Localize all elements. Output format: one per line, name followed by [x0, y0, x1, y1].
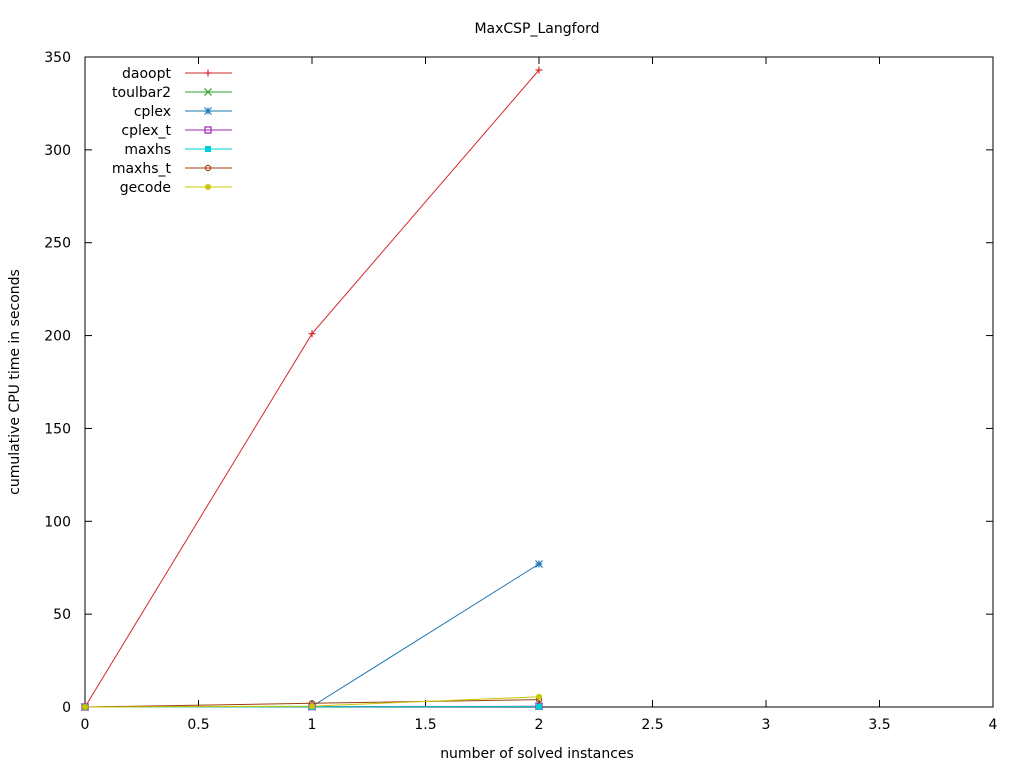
data-point-daoopt	[535, 66, 543, 74]
x-tick-label: 2	[535, 717, 544, 733]
x-axis-label: number of solved instances	[440, 746, 634, 762]
legend-label: cplex_t	[121, 123, 171, 139]
x-tick-label: 1	[308, 717, 317, 733]
x-tick-label: 4	[989, 717, 998, 733]
legend-marker-gecode	[205, 184, 211, 190]
y-tick-label: 100	[44, 514, 71, 530]
x-tick-label: 0.5	[187, 717, 209, 733]
data-point-maxhs	[536, 703, 542, 710]
data-point-gecode	[536, 693, 542, 700]
y-tick-label: 150	[44, 421, 71, 437]
x-tick-label: 1.5	[414, 717, 436, 733]
y-tick-label: 200	[44, 329, 71, 345]
data-point-daoopt	[308, 330, 316, 338]
y-tick-label: 250	[44, 236, 71, 252]
y-tick-label: 50	[53, 607, 71, 623]
x-tick-label: 0	[81, 717, 90, 733]
legend-marker-maxhs	[205, 146, 211, 152]
x-tick-label: 2.5	[641, 717, 663, 733]
y-tick-label: 0	[62, 700, 71, 716]
legend-label: cplex	[134, 104, 171, 120]
data-point-gecode	[309, 703, 315, 710]
legend-label: daoopt	[122, 66, 171, 82]
legend-marker-daoopt	[204, 69, 212, 77]
legend-label: toulbar2	[112, 85, 171, 101]
x-tick-label: 3.5	[868, 717, 890, 733]
plot-frame	[84, 56, 994, 708]
chart-title: MaxCSP_Langford	[474, 21, 599, 37]
legend-label: maxhs	[124, 142, 171, 158]
x-tick-label: 3	[762, 717, 771, 733]
data-point-gecode	[82, 704, 88, 710]
series-markers	[81, 66, 543, 711]
y-tick-label: 300	[44, 143, 71, 159]
legend-marker-toulbar2	[204, 88, 212, 96]
legend-marker-cplex	[204, 107, 212, 115]
data-point-cplex	[535, 560, 543, 568]
legend-label: gecode	[120, 180, 171, 196]
y-axis-label: cumulative CPU time in seconds	[7, 269, 23, 495]
axis-ticks: 0 0.5 1 1.5 2 2.5 3 3.5 4 0 50 100 150 200 250 300 350	[44, 50, 997, 733]
legend-label: maxhs_t	[112, 161, 172, 177]
y-tick-label: 350	[44, 50, 71, 66]
legend-marker-maxhs-t	[204, 164, 212, 172]
legend-marker-cplex-t	[204, 126, 212, 134]
series-line-cplex	[84, 563, 540, 708]
